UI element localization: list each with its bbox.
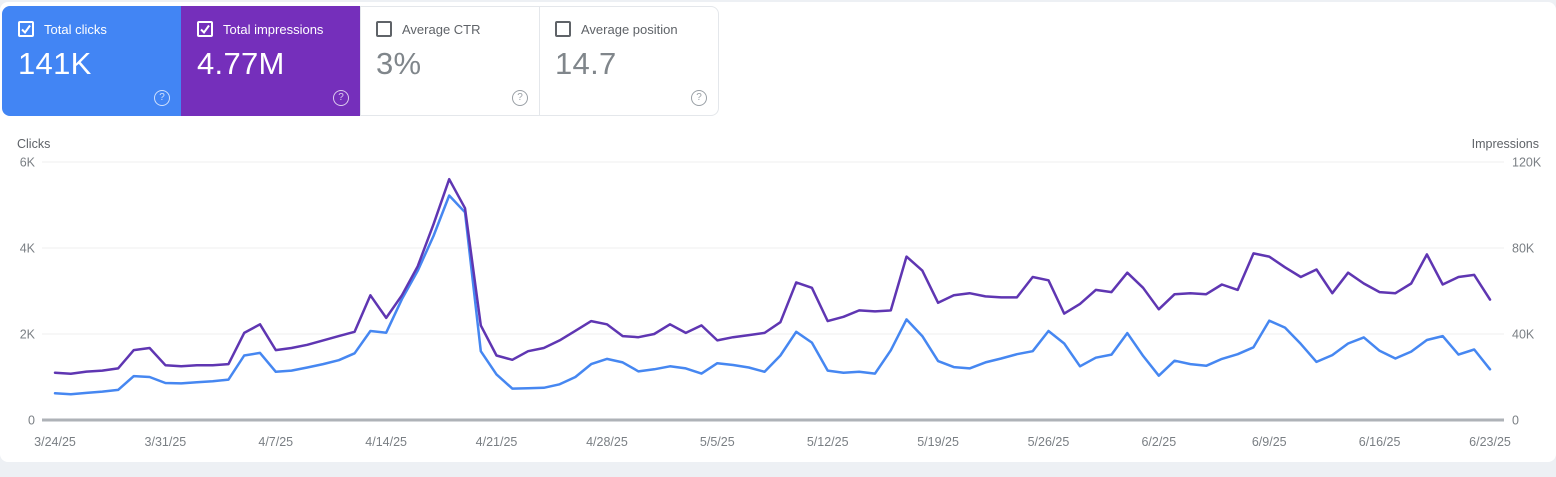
average-position-value: 14.7	[555, 46, 617, 81]
x-axis-tick: 4/21/25	[476, 435, 518, 449]
right-axis-tick: 0	[1512, 414, 1519, 428]
x-axis-tick: 3/24/25	[34, 435, 76, 449]
total-impressions-value: 4.77M	[197, 46, 285, 81]
left-axis-tick: 2K	[20, 328, 36, 342]
checkmark-icon	[21, 24, 31, 35]
clicks-line[interactable]	[53, 194, 1492, 396]
metric-card-total-clicks[interactable]: Total clicks 141K ?	[2, 6, 182, 116]
right-axis-title: Impressions	[1471, 137, 1539, 151]
total-clicks-checkbox[interactable]	[18, 21, 34, 37]
total-clicks-value: 141K	[18, 46, 92, 81]
help-icon[interactable]: ?	[154, 90, 170, 106]
average-ctr-label: Average CTR	[402, 21, 481, 37]
metric-cards-row: Total clicks 141K ? Total impressions 4.…	[2, 6, 719, 116]
metric-card-average-ctr[interactable]: Average CTR 3% ?	[360, 6, 540, 116]
left-axis-tick: 4K	[20, 242, 36, 256]
impressions-line[interactable]	[53, 177, 1492, 376]
right-axis-tick: 80K	[1512, 242, 1535, 256]
total-impressions-label: Total impressions	[223, 21, 324, 37]
performance-chart[interactable]: 0 0 2K 40K 4K 80K 6K 120K 3/24/25 3/31/25 4/7/25 4/…	[0, 130, 1556, 477]
x-axis-tick: 4/28/25	[586, 435, 628, 449]
average-position-checkbox[interactable]	[555, 21, 571, 37]
checkmark-icon	[200, 24, 210, 35]
x-axis-tick: 4/14/25	[365, 435, 407, 449]
left-axis-tick: 6K	[20, 156, 36, 170]
x-axis-tick: 3/31/25	[145, 435, 187, 449]
x-axis-tick: 5/26/25	[1028, 435, 1070, 449]
x-axis-tick: 6/16/25	[1359, 435, 1401, 449]
metric-card-average-position[interactable]: Average position 14.7 ?	[539, 6, 719, 116]
average-position-label: Average position	[581, 21, 678, 37]
x-axis-tick: 6/23/25	[1469, 435, 1511, 449]
help-icon[interactable]: ?	[333, 90, 349, 106]
right-axis-tick: 40K	[1512, 328, 1535, 342]
total-impressions-checkbox[interactable]	[197, 21, 213, 37]
total-clicks-label: Total clicks	[44, 21, 107, 37]
average-ctr-checkbox[interactable]	[376, 21, 392, 37]
right-axis-tick: 120K	[1512, 156, 1542, 170]
left-axis-tick: 0	[28, 414, 35, 428]
x-axis-tick: 6/2/25	[1141, 435, 1176, 449]
x-axis-tick: 5/12/25	[807, 435, 849, 449]
x-axis-tick: 5/19/25	[917, 435, 959, 449]
help-icon[interactable]: ?	[512, 90, 528, 106]
x-axis-tick: 6/9/25	[1252, 435, 1287, 449]
average-ctr-value: 3%	[376, 46, 422, 81]
x-axis-tick: 5/5/25	[700, 435, 735, 449]
x-axis-tick: 4/7/25	[258, 435, 293, 449]
metric-card-total-impressions[interactable]: Total impressions 4.77M ?	[181, 6, 361, 116]
help-icon[interactable]: ?	[691, 90, 707, 106]
left-axis-title: Clicks	[17, 137, 51, 151]
